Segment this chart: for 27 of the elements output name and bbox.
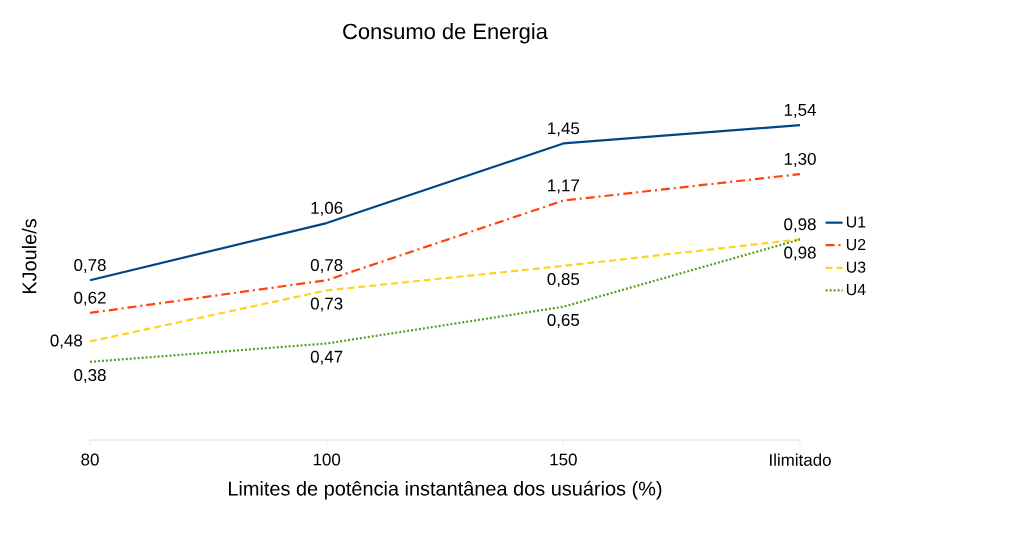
- data-label: 1,06: [311, 201, 343, 216]
- data-label: 0,65: [547, 313, 580, 328]
- data-label: 0,78: [310, 259, 343, 274]
- data-label: 0,78: [74, 259, 106, 274]
- data-label: 0,48: [50, 334, 83, 349]
- data-label: 1,45: [548, 122, 580, 137]
- data-label: 0,98: [784, 246, 816, 261]
- legend-label: U3: [846, 261, 866, 273]
- data-label: 1,30: [784, 152, 816, 167]
- y-axis-title: KJoule/s: [21, 219, 37, 294]
- data-label: 1,17: [548, 179, 579, 194]
- x-tick-label: Ilimitado: [770, 453, 831, 466]
- data-label: 0,62: [74, 291, 106, 306]
- chart-title: Consumo de Energia: [343, 23, 548, 44]
- data-label: 0,98: [784, 218, 816, 233]
- data-label: 0,85: [547, 273, 580, 288]
- data-label: 0,73: [310, 297, 343, 312]
- x-tick-label: 100: [313, 453, 341, 466]
- data-label: 0,38: [74, 369, 106, 384]
- legend-label: U1: [846, 216, 866, 228]
- data-label: 0,47: [310, 350, 343, 365]
- legend-label: U4: [846, 284, 866, 296]
- x-tick-label: 80: [81, 453, 99, 466]
- data-label: 1,54: [784, 104, 816, 118]
- x-tick-label: 150: [550, 453, 577, 466]
- x-axis-title: Limites de potência instantânea dos usuários (%): [229, 480, 662, 500]
- legend-label: U2: [846, 238, 866, 251]
